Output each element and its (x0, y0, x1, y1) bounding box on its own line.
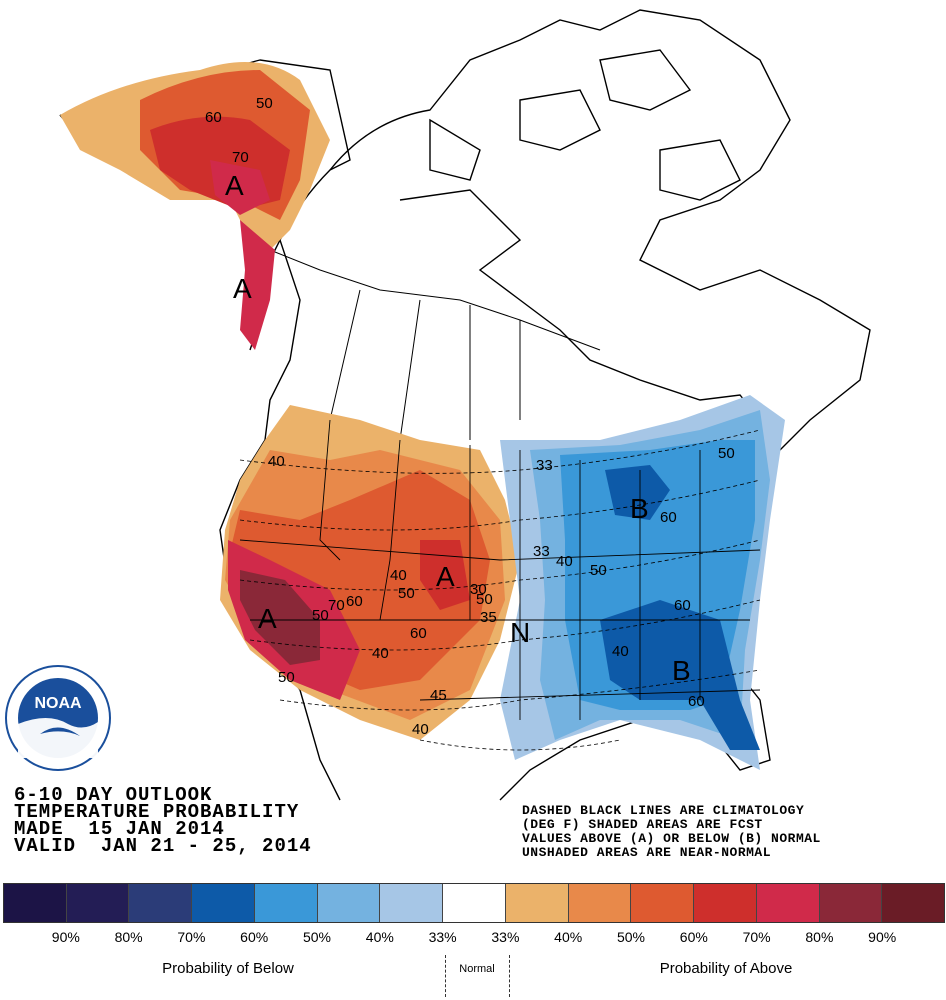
east-us-below-region (500, 395, 785, 770)
marker-label: A (233, 273, 252, 304)
temperature-outlook-map: A A A A B B N 50 60 70 40 50 60 70 40 50… (5, 9, 871, 801)
contour-value: 60 (346, 593, 363, 610)
normal-divider-right (509, 955, 510, 997)
legend-swatch (505, 884, 569, 922)
legend-swatch (66, 884, 130, 922)
contour-value: 60 (205, 109, 222, 126)
legend-tick-label: 80% (805, 929, 834, 945)
contour-value: 50 (476, 591, 493, 608)
note-line: DASHED BLACK LINES ARE CLIMATOLOGY (522, 803, 805, 818)
contour-value: 60 (674, 597, 691, 614)
contour-value: 35 (480, 609, 497, 626)
marker-label: A (225, 170, 244, 201)
region-markers: A A A A B B N (225, 170, 691, 686)
title-line: VALID JAN 21 - 25, 2014 (14, 835, 312, 857)
contour-value: 40 (412, 721, 429, 738)
marker-label: B (630, 493, 649, 524)
legend-categories: Probability of Below Normal Probability … (0, 960, 946, 984)
legend-tick-label: 50% (302, 929, 332, 945)
legend-tick-label: 60% (240, 929, 269, 945)
normal-divider-left (445, 955, 446, 997)
contour-value: 40 (372, 645, 389, 662)
contour-value: 45 (430, 687, 447, 704)
contour-value: 30 (470, 581, 487, 598)
legend-tick-label: 80% (114, 929, 143, 945)
contour-value: 70 (232, 149, 249, 166)
legend-swatch (192, 884, 255, 922)
normal-label: Normal (459, 963, 495, 975)
legend-tick-label: 33% (428, 929, 457, 945)
legend-swatch (568, 884, 632, 922)
contour-value: 33 (533, 543, 550, 560)
province-borders (269, 249, 601, 441)
legend-swatch (443, 884, 506, 922)
contour-value: 70 (328, 597, 345, 614)
contour-value: 33 (536, 457, 553, 474)
west-us-above-region (220, 405, 520, 740)
legend-swatch (380, 884, 444, 922)
contour-value: 60 (688, 693, 705, 710)
legend-tick-label: 40% (554, 929, 583, 945)
legend-swatch (631, 884, 695, 922)
legend-swatch (4, 884, 67, 922)
note-line: VALUES ABOVE (A) OR BELOW (B) NORMAL (522, 831, 821, 846)
outlook-title: 6-10 DAY OUTLOOK TEMPERATURE PROBABILITY… (14, 784, 312, 857)
contour-value: 40 (390, 567, 407, 584)
marker-label: B (672, 655, 691, 686)
contour-value: 50 (718, 445, 735, 462)
legend-tick-label: 50% (616, 929, 646, 945)
legend-tick-label: 70% (177, 929, 206, 945)
note-line: UNSHADED AREAS ARE NEAR-NORMAL (522, 845, 772, 860)
legend-tick-label: 60% (679, 929, 708, 945)
legend-swatch (882, 884, 945, 922)
below-label: Probability of Below (162, 960, 294, 977)
legend-ticks: 90% 80% 70% 60% 50% 40% 33% 33% 40% 50% 60% 70% 80% 9… (0, 929, 946, 949)
noaa-logo: NOAA (5, 665, 111, 771)
contour-value: 50 (590, 562, 607, 579)
contour-value: 50 (312, 607, 329, 624)
legend-swatch (317, 884, 381, 922)
legend-swatch (819, 884, 883, 922)
legend-tick-label: 90% (51, 929, 80, 945)
contour-value: 50 (256, 95, 273, 112)
contour-value: 60 (660, 509, 677, 526)
alaska-above-region (60, 62, 330, 350)
marker-label: A (258, 603, 277, 634)
map-notes: DASHED BLACK LINES ARE CLIMATOLOGY (DEG … (522, 804, 821, 860)
probability-legend-bar (3, 883, 945, 923)
legend-swatch (129, 884, 193, 922)
title-line: 6-10 DAY OUTLOOK (14, 784, 213, 806)
marker-label: A (436, 561, 455, 592)
above-label: Probability of Above (659, 960, 793, 977)
contour-labels: 50 60 70 40 50 60 70 40 50 40 50 60 33 3… (205, 95, 735, 738)
contour-value: 40 (612, 643, 629, 660)
legend-swatch (756, 884, 820, 922)
state-borders (239, 419, 761, 720)
legend-tick-label: 33% (491, 929, 520, 945)
legend-swatch (254, 884, 318, 922)
note-line: (DEG F) SHADED AREAS ARE FCST (522, 817, 763, 832)
title-line: TEMPERATURE PROBABILITY (14, 801, 300, 823)
title-line: MADE 15 JAN 2014 (14, 818, 225, 840)
climatology-lines (239, 429, 761, 751)
contour-value: 40 (268, 453, 285, 470)
legend-tick-label: 40% (365, 929, 394, 945)
legend-tick-label: 70% (742, 929, 771, 945)
contour-value: 50 (398, 585, 415, 602)
legend-swatch (694, 884, 757, 922)
marker-label: N (510, 617, 530, 648)
noaa-logo-text: NOAA (34, 695, 82, 712)
contour-value: 60 (410, 625, 427, 642)
contour-value: 50 (278, 669, 295, 686)
legend-tick-label: 90% (868, 929, 897, 945)
contour-value: 40 (556, 553, 573, 570)
